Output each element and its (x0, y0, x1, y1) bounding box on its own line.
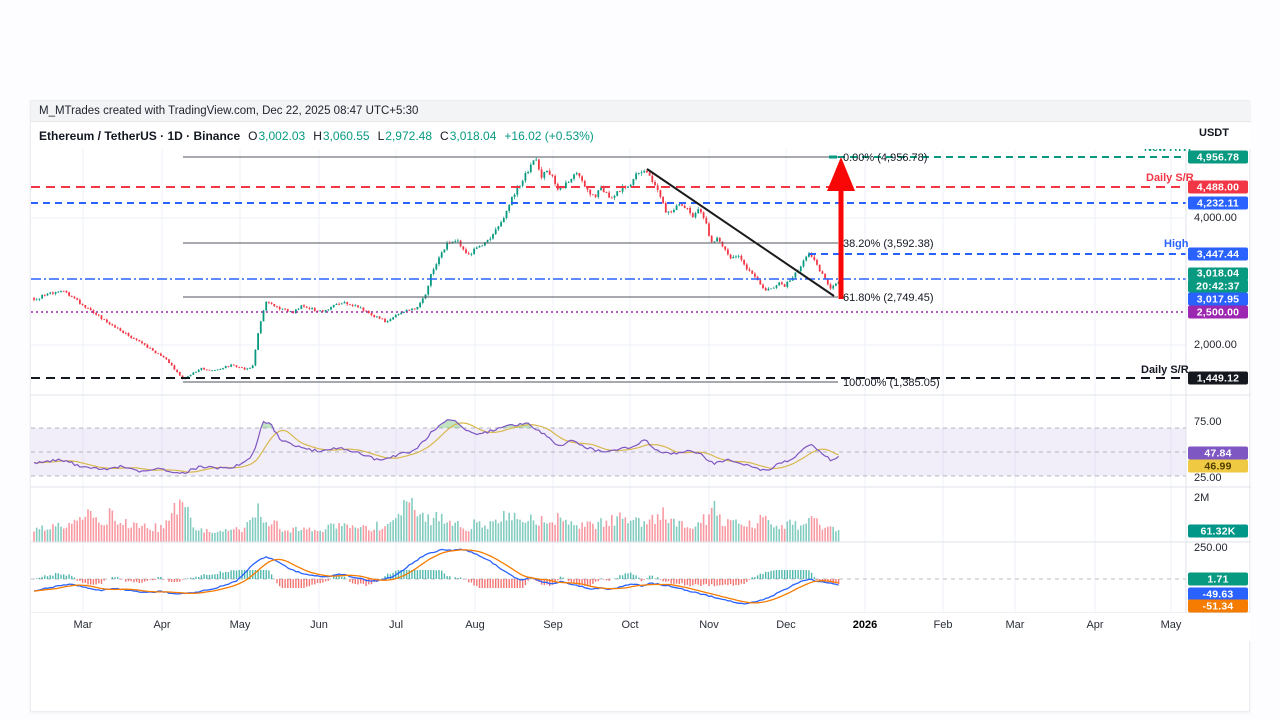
axis-price-badge: 3,017.95 (1188, 292, 1248, 306)
time-axis-label: Aug (465, 619, 485, 631)
time-axis-label: Sep (543, 619, 563, 631)
time-axis-label: Mar (1005, 619, 1025, 631)
volume-series (33, 497, 840, 542)
annotations (646, 157, 855, 299)
chart-canvas[interactable]: 0.00% (4,956.78) 38.20% (3,592.38) 61.80% … (31, 101, 1251, 713)
pane-separators (31, 149, 1251, 614)
axis-price-badge: 4,488.00 (1188, 180, 1248, 194)
price-axis-currency: USDT (1199, 127, 1229, 139)
descending-trendline (646, 168, 835, 297)
fib-label: 61.80% (2,749.45) (843, 292, 934, 304)
attribution-text: M_MTrades created with TradingView.com, … (39, 105, 419, 117)
time-axis-label: May (1160, 619, 1182, 631)
axis-price-badge: 20:42:37 (1188, 279, 1248, 293)
ohlc-low: L2,972.48 (378, 129, 432, 143)
fib-label: 0.00% (4,956.78) (843, 152, 927, 164)
time-axis-label: Jul (388, 619, 404, 631)
gridlines (31, 149, 1186, 613)
axis-label: 25.00 (1194, 472, 1222, 484)
time-axis-label: May (229, 619, 251, 631)
fib-label: 100.00% (1,385.05) (843, 377, 940, 389)
ohlc-low-label: L (377, 128, 385, 143)
symbol-title[interactable]: Ethereum / TetherUS · 1D · Binance (39, 128, 241, 143)
time-axis[interactable]: Mar Apr May Jun Jul Aug Sep Oct Nov Dec 2026 Feb Mar… (31, 613, 1251, 641)
fib-label: 38.20% (3,592.38) (843, 238, 934, 250)
ohlc-open-value: 3,002.03 (258, 128, 306, 143)
axis-label: 250.00 (1194, 542, 1228, 554)
axis-price-badge: 47.84 (1188, 446, 1248, 460)
fib-retracement: 0.00% (4,956.78) 38.20% (3,592.38) 61.80% … (183, 152, 940, 389)
macd-pane (31, 548, 1186, 605)
axis-label: 2,000.00 (1194, 339, 1237, 351)
axis-label: 2M (1194, 492, 1210, 504)
axis-price-badge: -51.34 (1188, 599, 1248, 613)
time-axis-label: 2026 (852, 619, 878, 631)
axis-price-badge: 3,018.04 (1188, 267, 1248, 280)
axis-price-badge: 3,447.44 (1188, 247, 1248, 261)
rsi-pane (31, 419, 1186, 477)
level-lines (31, 156, 1186, 379)
price-axis[interactable]: 4,000.00 2,000.00 75.00 25.00 2M 250.00 4,956.… (1186, 101, 1251, 713)
axis-label: 75.00 (1194, 416, 1222, 428)
ohlc-close-value: 3,018.04 (449, 128, 497, 143)
ohlc-open-label: O (248, 128, 258, 143)
red-arrow-head (827, 157, 855, 191)
legend-bar: Ethereum / TetherUS · 1D · Binance O3,00… (31, 122, 1251, 149)
time-axis-label: Mar (73, 619, 93, 631)
time-axis-label: Jun (310, 619, 328, 631)
axis-price-badge: 61.32K (1188, 524, 1248, 538)
axis-price-badge: 1.71 (1188, 572, 1248, 586)
axis-price-badge: 46.99 (1188, 459, 1248, 473)
time-axis-label: Apr (1086, 619, 1104, 631)
axis-label: 4,000.00 (1194, 212, 1237, 224)
candlestick-series (33, 156, 840, 380)
axis-price-badge: 1,449.12 (1188, 371, 1248, 385)
ohlc-high-label: H (313, 128, 322, 143)
ohlc-high-value: 3,060.55 (322, 128, 370, 143)
attribution-bar: M_MTrades created with TradingView.com, … (31, 101, 1251, 122)
axis-price-badge: -49.63 (1188, 587, 1248, 601)
ohlc-open: O3,002.03 (248, 129, 305, 143)
chart-card: 0.00% (4,956.78) 38.20% (3,592.38) 61.80% … (30, 100, 1251, 713)
time-axis-label: Oct (621, 619, 639, 631)
ohlc-close-label: C (440, 128, 449, 143)
ohlc-close: C3,018.04 (440, 129, 496, 143)
time-axis-label: Apr (153, 619, 171, 631)
axis-price-badge: 4,232.11 (1188, 196, 1248, 210)
axis-price-badge: 2,500.00 (1188, 305, 1248, 319)
time-axis-label: Feb (933, 619, 953, 631)
axis-price-badge: 4,956.78 (1188, 150, 1248, 164)
ohlc-low-value: 2,972.48 (385, 128, 433, 143)
ohlc-high: H3,060.55 (313, 129, 369, 143)
time-axis-label: Nov (699, 619, 719, 631)
price-change: +16.02 (+0.53%) (504, 128, 594, 143)
time-axis-label: Dec (776, 619, 796, 631)
